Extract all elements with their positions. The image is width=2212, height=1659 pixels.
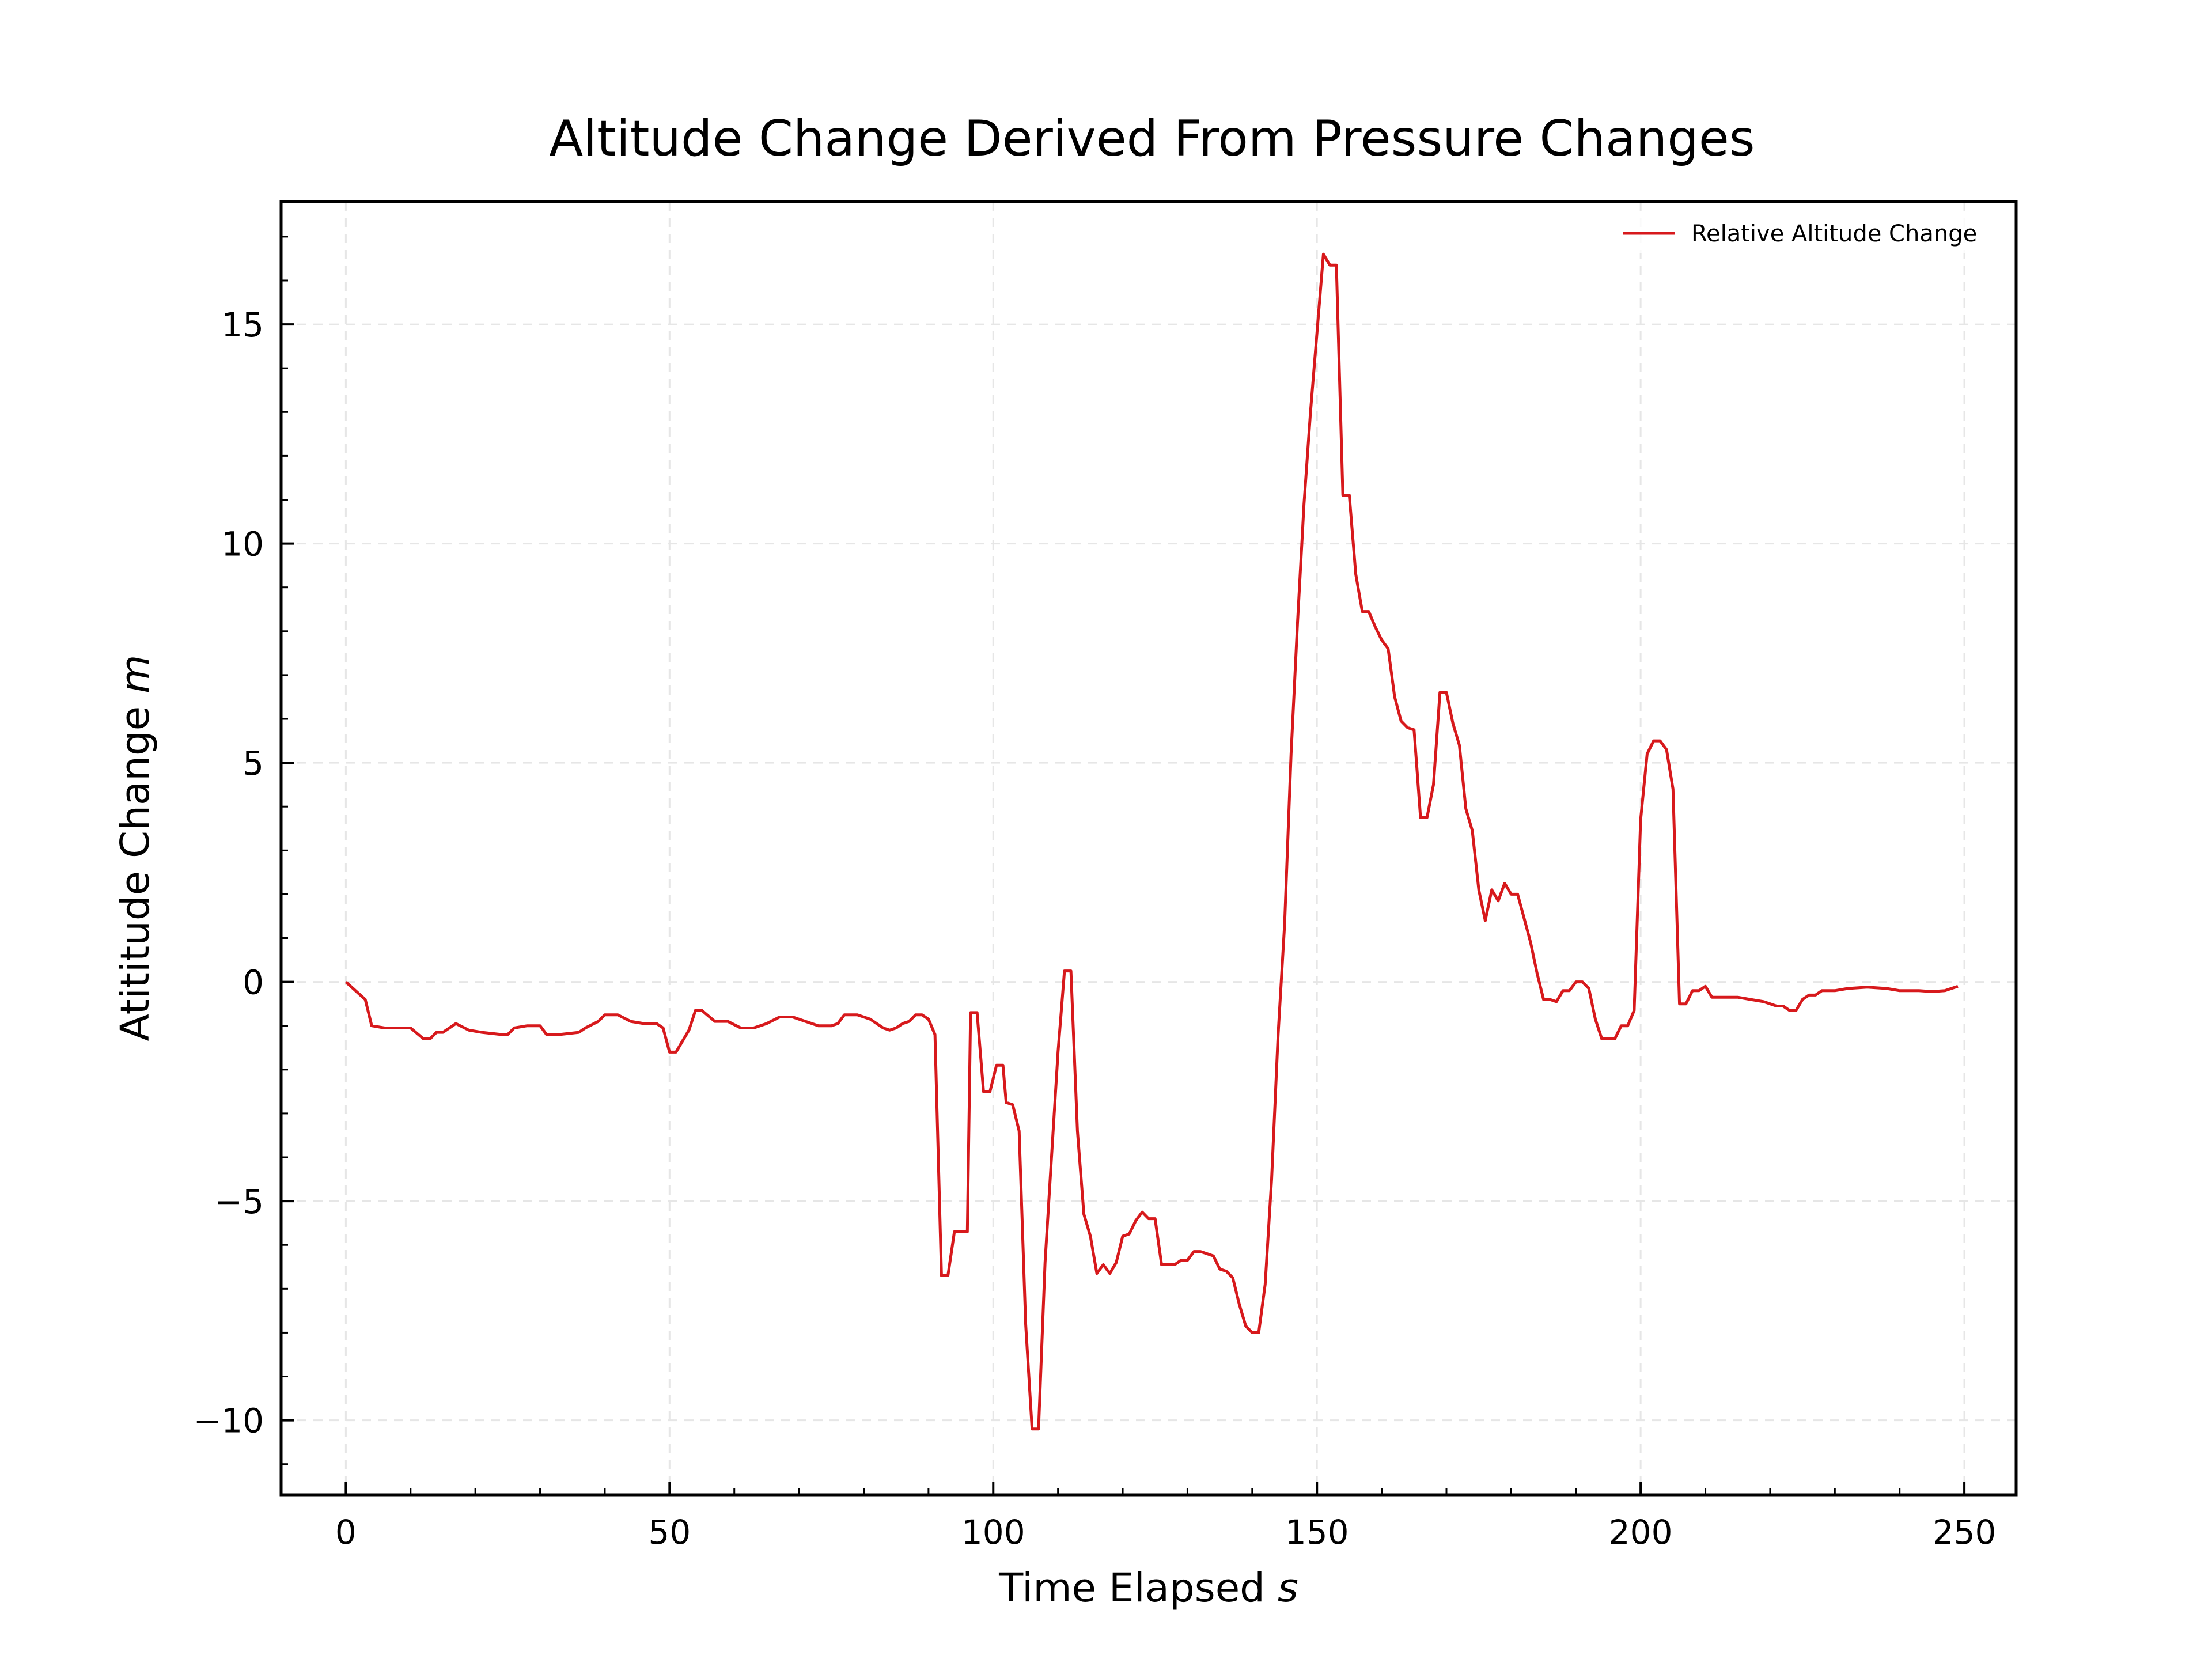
x-tick-label: 200	[1609, 1513, 1673, 1552]
x-axis-label-main: Time Elapsed	[998, 1565, 1278, 1611]
y-tick-labels: −10 −5 0 5 10 15	[194, 305, 264, 1441]
y-tick-label: −10	[194, 1402, 264, 1441]
x-tick-labels: 0 50 100 150 200 250	[335, 1513, 1997, 1552]
y-axis-label: Atititude Change m	[112, 655, 158, 1041]
x-tick-label: 250	[1933, 1513, 1997, 1552]
y-axis-label-main: Atititude Change	[112, 694, 158, 1041]
series-line-0	[344, 252, 1959, 1431]
y-axis-label-unit: m	[112, 655, 158, 694]
x-axis-label-unit: s	[1278, 1565, 1298, 1611]
x-tick-label: 100	[961, 1513, 1025, 1552]
axis-ticks	[280, 236, 1966, 1495]
legend-label: Relative Altitude Change	[1691, 221, 1977, 247]
y-tick-label: 5	[243, 744, 264, 783]
x-tick-label: 150	[1285, 1513, 1349, 1552]
legend: Relative Altitude Change	[1607, 213, 2005, 253]
y-tick-label: 15	[221, 305, 264, 344]
series-layer	[344, 252, 1959, 1431]
grid-lines	[281, 202, 2016, 1495]
x-tick-label: 50	[648, 1513, 691, 1552]
x-tick-label: 0	[335, 1513, 357, 1552]
x-axis-label: Time Elapsed s	[998, 1565, 1298, 1611]
plot-frame	[279, 200, 2018, 1497]
y-tick-label: 0	[243, 963, 264, 1002]
chart-title: Altitude Change Derived From Pressure Ch…	[549, 110, 1755, 168]
y-tick-label: 10	[221, 525, 264, 564]
y-tick-label: −5	[215, 1182, 264, 1221]
